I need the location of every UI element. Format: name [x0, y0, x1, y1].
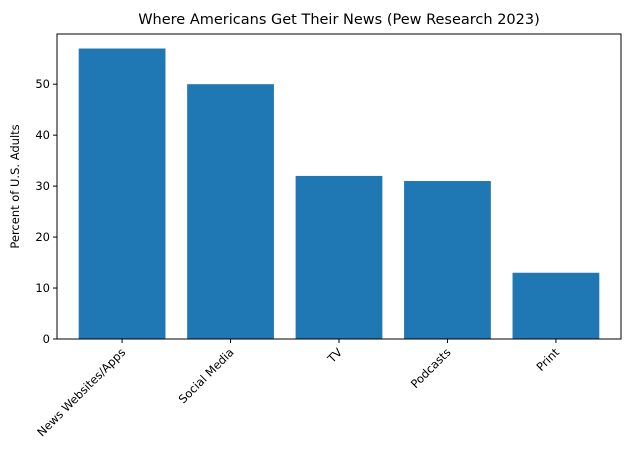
- y-tick-label: 50: [35, 77, 50, 91]
- y-tick-label: 20: [35, 230, 50, 244]
- x-tick-label: News Websites/Apps: [34, 345, 128, 439]
- x-tick-label: TV: [324, 345, 345, 366]
- x-tick-label: Print: [533, 345, 562, 374]
- x-tick-label: Social Media: [176, 345, 237, 406]
- y-tick-label: 10: [35, 281, 50, 295]
- x-tick-label: Podcasts: [408, 345, 454, 391]
- chart-title: Where Americans Get Their News (Pew Rese…: [138, 12, 540, 28]
- y-axis-ticks: 0 10 20 30 40 50: [35, 77, 57, 346]
- y-tick-label: 30: [35, 179, 50, 193]
- bar-podcasts: [404, 181, 491, 339]
- bar-print: [512, 272, 600, 339]
- x-axis-ticks: News Websites/Apps Social Media TV Podcasts…: [34, 339, 562, 439]
- bars-group: [78, 48, 600, 340]
- y-axis-label: Percent of U.S. Adults: [8, 124, 22, 248]
- bar-news-websites-apps: [78, 48, 166, 340]
- bar-tv: [295, 175, 383, 339]
- y-tick-label: 40: [35, 128, 50, 142]
- y-tick-label: 0: [43, 332, 50, 346]
- bar-social-media: [187, 84, 274, 340]
- plot-frame: [56, 33, 622, 340]
